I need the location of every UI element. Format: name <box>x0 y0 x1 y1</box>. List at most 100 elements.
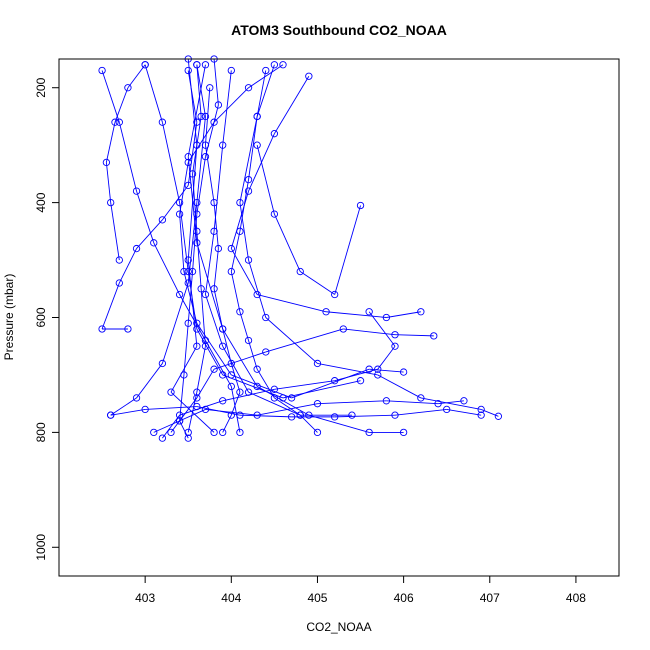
data-point <box>158 359 167 368</box>
series-segment <box>110 202 120 261</box>
data-point <box>214 101 223 109</box>
data-point <box>244 256 253 264</box>
data-point <box>115 279 123 287</box>
series-segment <box>205 87 211 146</box>
data-point <box>219 397 227 405</box>
data-point <box>193 239 201 247</box>
series-segment <box>145 406 197 410</box>
series-segment <box>187 271 193 324</box>
data-point <box>443 405 451 414</box>
y-tick-label: 200 <box>34 77 48 97</box>
series-segment <box>420 397 482 410</box>
series-segment <box>196 116 206 203</box>
data-point <box>313 359 322 368</box>
x-tick-label: 404 <box>221 591 241 605</box>
series-segment <box>196 156 206 215</box>
series-segment <box>101 70 120 123</box>
series-segment <box>222 374 284 399</box>
series-segment <box>153 420 180 433</box>
data-point <box>227 66 235 75</box>
series-segment <box>446 408 482 416</box>
series-segment <box>161 282 189 364</box>
data-point <box>180 371 188 379</box>
series-segment <box>196 346 206 393</box>
series-segment <box>394 408 447 416</box>
series-segment <box>248 259 267 318</box>
data-point <box>184 256 192 264</box>
data-point <box>227 267 235 276</box>
data-point <box>107 198 115 207</box>
x-tick-label: 407 <box>480 591 500 605</box>
series-segment <box>192 214 198 272</box>
data-point <box>322 308 330 316</box>
series-segment <box>343 328 396 336</box>
data-point <box>391 331 399 339</box>
data-point <box>175 198 184 207</box>
data-point <box>477 405 485 414</box>
series-segment <box>183 323 189 375</box>
data-point <box>244 175 253 184</box>
data-point <box>236 428 244 437</box>
series-segment <box>136 363 163 399</box>
data-point <box>236 388 244 396</box>
series-segment <box>105 122 116 163</box>
data-point <box>193 342 201 350</box>
series-segment <box>299 271 335 295</box>
data-point <box>253 112 261 121</box>
data-point <box>391 411 399 419</box>
y-axis: 200 400 600 800 1000 <box>34 77 59 561</box>
series-7 <box>227 72 425 322</box>
data-point <box>365 308 373 316</box>
series-segment <box>386 400 439 405</box>
data-point <box>158 118 167 126</box>
series-segment <box>110 408 146 416</box>
data-point <box>460 397 468 405</box>
series-segment <box>118 248 137 284</box>
series-segment <box>110 397 137 416</box>
series-segment <box>127 64 146 88</box>
data-point <box>141 405 149 414</box>
data-point <box>227 359 235 368</box>
data-point <box>382 313 391 322</box>
data-point <box>201 153 210 161</box>
series-segment <box>205 145 215 203</box>
series-segment <box>196 64 206 117</box>
data-point <box>262 66 270 75</box>
data-point <box>399 428 408 437</box>
series-segment <box>136 190 155 243</box>
series-segment <box>105 162 112 203</box>
series-segment <box>144 64 163 123</box>
series-segment <box>334 205 361 295</box>
data-point <box>287 413 296 421</box>
data-point <box>102 158 111 167</box>
data-point <box>210 227 218 235</box>
data-point <box>253 290 261 299</box>
series-segment <box>256 64 275 117</box>
series-segment <box>196 64 202 117</box>
data-point <box>236 411 244 419</box>
data-point <box>210 365 218 373</box>
series-segment <box>162 185 189 221</box>
data-point <box>150 239 158 247</box>
series-8 <box>98 66 201 333</box>
data-point <box>477 411 485 419</box>
data-point <box>175 210 184 218</box>
series-segment <box>308 414 370 433</box>
series-segment <box>187 271 198 330</box>
data-point <box>270 61 279 69</box>
series-segment <box>282 380 361 399</box>
series-segment <box>179 162 189 215</box>
series-segment <box>205 231 215 295</box>
data-point <box>296 267 304 276</box>
data-point <box>167 428 175 437</box>
series-segment <box>213 87 249 123</box>
data-point <box>391 342 399 350</box>
series-segment <box>231 374 292 399</box>
data-point <box>184 434 192 442</box>
series-segment <box>187 121 215 163</box>
series-segment <box>179 214 185 272</box>
data-point <box>244 84 253 92</box>
series-segment <box>205 340 232 387</box>
series-10 <box>150 397 468 437</box>
